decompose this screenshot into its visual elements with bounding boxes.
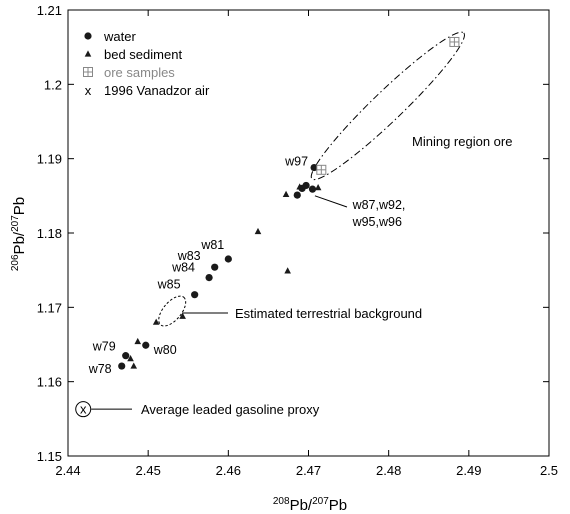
legend-label: 1996 Vanadzor air — [104, 83, 210, 98]
y-tick-label: 1.2 — [44, 77, 62, 92]
y-tick-label: 1.19 — [37, 152, 62, 167]
legend: water bed sediment ore samples x 1996 Vanadz… — [83, 29, 210, 98]
legend-label: water — [103, 29, 136, 44]
point-label-w81: w81 — [200, 238, 224, 252]
sediment-point — [284, 267, 291, 274]
point-label-w85: w85 — [157, 278, 181, 292]
y-tick-label: 1.21 — [37, 3, 62, 18]
water-point — [142, 341, 150, 349]
sediment-point — [296, 183, 303, 190]
air-point: x — [80, 402, 87, 417]
legend-marker-circle — [84, 32, 92, 40]
x-axis-title-base1: Pb/ — [290, 497, 313, 514]
point-label-w84: w84 — [171, 261, 195, 275]
sediment-point — [282, 190, 290, 197]
ore-point — [449, 36, 460, 47]
legend-marker-air: x — [85, 83, 92, 98]
sediment-point — [152, 318, 160, 325]
group-label-line: w87,w92, — [352, 198, 406, 212]
group-label: w87,w92, w95,w96 — [352, 198, 406, 229]
water-point — [310, 163, 318, 172]
x-tick-label: 2.49 — [456, 463, 481, 478]
point-label-w80: w80 — [153, 343, 177, 357]
y-tick-label: 1.15 — [37, 449, 62, 464]
data-markers: x — [80, 36, 460, 417]
x-axis-title: 208Pb/207Pb — [273, 496, 347, 514]
y-axis-title-base1: Pb/ — [11, 231, 28, 254]
sediment-point — [179, 312, 186, 319]
x-axis-title-sup2: 207 — [312, 496, 329, 507]
ore-ellipse — [310, 31, 465, 181]
x-tick-label: 2.5 — [540, 463, 558, 478]
legend-label: ore samples — [104, 65, 175, 80]
x-tick-label: 2.45 — [136, 463, 161, 478]
x-tick-label: 2.48 — [376, 463, 401, 478]
sediment-point — [127, 355, 134, 362]
point-label-w97: w97 — [284, 155, 308, 169]
legend-label: bed sediment — [104, 47, 182, 62]
y-tick-label: 1.16 — [37, 375, 62, 390]
ore-annotation: Mining region ore — [412, 134, 512, 149]
legend-marker-triangle — [84, 50, 92, 57]
sediment-point — [314, 184, 322, 191]
sediment-point — [130, 362, 138, 369]
annotation-shapes — [75, 31, 465, 418]
y-axis-title-sup1: 206 — [10, 254, 21, 271]
x-tick-label: 2.47 — [296, 463, 321, 478]
water-point — [205, 274, 213, 282]
water-point — [302, 181, 310, 190]
sediment-point — [134, 337, 142, 345]
legend-marker-boxplus — [83, 67, 93, 77]
point-label-w78: w78 — [88, 362, 112, 376]
y-axis-title: 206Pb/207Pb — [10, 197, 28, 271]
ore-point — [316, 164, 327, 175]
background-ellipse — [158, 295, 187, 327]
x-tick-label: 2.44 — [55, 463, 80, 478]
water-point — [118, 362, 126, 370]
y-tick-label: 1.18 — [37, 226, 62, 241]
x-axis-title-base2: Pb — [329, 497, 347, 514]
axis-ticks: 2.44 2.45 2.46 2.47 2.48 2.49 2.5 1.15 1.16 1.17 1… — [37, 3, 558, 478]
y-tick-label: 1.17 — [37, 300, 62, 315]
group-leader — [314, 195, 348, 208]
sediment-point — [254, 227, 262, 235]
group-label-line: w95,w96 — [352, 215, 402, 229]
water-point — [308, 185, 317, 193]
y-axis-title-base2: Pb — [11, 197, 28, 215]
water-point — [191, 291, 199, 299]
gasoline-circle — [75, 401, 92, 418]
water-point — [293, 191, 301, 199]
gasoline-annotation: Average leaded gasoline proxy — [141, 402, 320, 417]
y-axis-title-sup2: 207 — [10, 215, 21, 232]
point-label-w79: w79 — [92, 340, 116, 354]
x-axis-title-sup1: 208 — [273, 496, 290, 507]
x-tick-label: 2.46 — [216, 463, 241, 478]
background-annotation: Estimated terrestrial background — [235, 306, 422, 321]
point-label-w83: w83 — [177, 249, 201, 263]
water-point — [122, 352, 130, 360]
water-point — [224, 255, 232, 263]
water-point — [211, 263, 219, 271]
